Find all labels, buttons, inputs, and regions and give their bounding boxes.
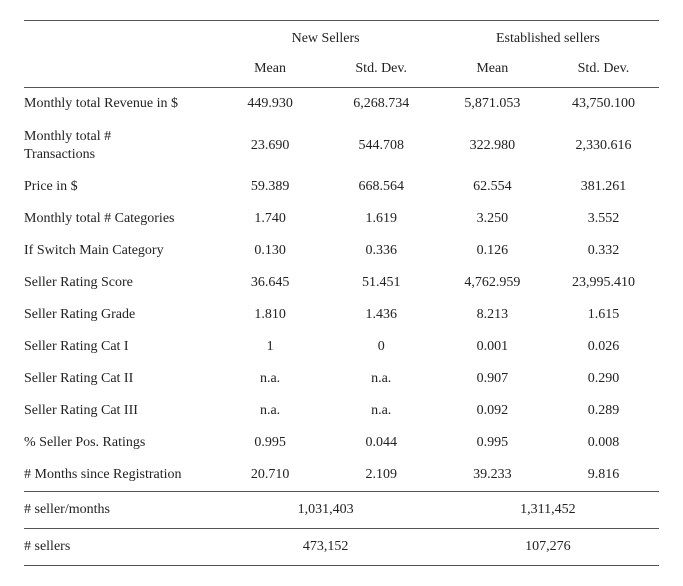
cell-value: 2,330.616 [548,120,659,171]
cell-value: 3.250 [437,203,548,235]
footer-label: # seller/months [24,492,215,529]
cell-value: 0.907 [437,363,548,395]
cell-value: 0.336 [326,235,437,267]
footer-row: # sellers 473,152 107,276 [24,529,659,566]
table-body: Monthly total Revenue in $449.9306,268.7… [24,88,659,492]
cell-value: 0 [326,331,437,363]
cell-value: n.a. [215,395,326,427]
table-row: Seller Rating Cat IIIn.a.n.a.0.0920.289 [24,395,659,427]
cell-value: 0.044 [326,427,437,459]
footer-value: 1,031,403 [215,492,437,529]
cell-value: 2.109 [326,459,437,492]
table-row: Seller Rating Score36.64551.4514,762.959… [24,267,659,299]
footer-label: # sellers [24,529,215,566]
cell-value: 3.552 [548,203,659,235]
table-row: If Switch Main Category0.1300.3360.1260.… [24,235,659,267]
cell-value: 5,871.053 [437,88,548,121]
cell-value: 449.930 [215,88,326,121]
row-label: % Seller Pos. Ratings [24,427,215,459]
table-row: Price in $59.389668.56462.554381.261 [24,171,659,203]
cell-value: n.a. [326,395,437,427]
cell-value: 0.092 [437,395,548,427]
cell-value: 0.332 [548,235,659,267]
cell-value: 1 [215,331,326,363]
row-label: Seller Rating Grade [24,299,215,331]
cell-value: 43,750.100 [548,88,659,121]
sub-header: Std. Dev. [326,53,437,88]
cell-value: 0.130 [215,235,326,267]
row-label: Monthly total Revenue in $ [24,88,215,121]
table-footer: # seller/months 1,031,403 1,311,452 # se… [24,492,659,566]
sub-header: Std. Dev. [548,53,659,88]
cell-value: 0.008 [548,427,659,459]
cell-value: n.a. [326,363,437,395]
table-row: Seller Rating Grade1.8101.4368.2131.615 [24,299,659,331]
cell-value: 1.615 [548,299,659,331]
cell-value: 0.001 [437,331,548,363]
stats-table: New Sellers Established sellers Mean Std… [24,20,659,566]
cell-value: 62.554 [437,171,548,203]
footer-value: 473,152 [215,529,437,566]
row-label: Seller Rating Cat II [24,363,215,395]
table-row: Monthly total # Categories1.7401.6193.25… [24,203,659,235]
table-row: # Months since Registration20.7102.10939… [24,459,659,492]
footer-row: # seller/months 1,031,403 1,311,452 [24,492,659,529]
row-label: Seller Rating Cat III [24,395,215,427]
cell-value: 1.810 [215,299,326,331]
cell-value: 20.710 [215,459,326,492]
cell-value: 4,762.959 [437,267,548,299]
cell-value: 381.261 [548,171,659,203]
cell-value: 36.645 [215,267,326,299]
cell-value: 0.126 [437,235,548,267]
sub-header: Mean [215,53,326,88]
cell-value: n.a. [215,363,326,395]
cell-value: 0.026 [548,331,659,363]
row-label: Monthly total # Categories [24,203,215,235]
cell-value: 1.740 [215,203,326,235]
cell-value: 9.816 [548,459,659,492]
table-row: Seller Rating Cat IIn.a.n.a.0.9070.290 [24,363,659,395]
cell-value: 322.980 [437,120,548,171]
sub-header: Mean [437,53,548,88]
cell-value: 1.436 [326,299,437,331]
cell-value: 23.690 [215,120,326,171]
row-label: Monthly total #Transactions [24,120,215,171]
cell-value: 0.995 [215,427,326,459]
cell-value: 23,995.410 [548,267,659,299]
row-label: Seller Rating Cat I [24,331,215,363]
table-row: Seller Rating Cat I100.0010.026 [24,331,659,363]
row-label: Price in $ [24,171,215,203]
cell-value: 51.451 [326,267,437,299]
footer-value: 107,276 [437,529,659,566]
cell-value: 0.290 [548,363,659,395]
cell-value: 544.708 [326,120,437,171]
cell-value: 59.389 [215,171,326,203]
row-label: # Months since Registration [24,459,215,492]
table-row: Monthly total Revenue in $449.9306,268.7… [24,88,659,121]
group-header-row: New Sellers Established sellers [24,21,659,54]
sub-header-row: Mean Std. Dev. Mean Std. Dev. [24,53,659,88]
row-label: Seller Rating Score [24,267,215,299]
cell-value: 39.233 [437,459,548,492]
cell-value: 6,268.734 [326,88,437,121]
row-label: If Switch Main Category [24,235,215,267]
footer-value: 1,311,452 [437,492,659,529]
group-header-established: Established sellers [437,21,659,54]
cell-value: 0.995 [437,427,548,459]
cell-value: 1.619 [326,203,437,235]
table-row: % Seller Pos. Ratings0.9950.0440.9950.00… [24,427,659,459]
cell-value: 668.564 [326,171,437,203]
table-row: Monthly total #Transactions23.690544.708… [24,120,659,171]
group-header-new: New Sellers [215,21,437,54]
cell-value: 8.213 [437,299,548,331]
cell-value: 0.289 [548,395,659,427]
